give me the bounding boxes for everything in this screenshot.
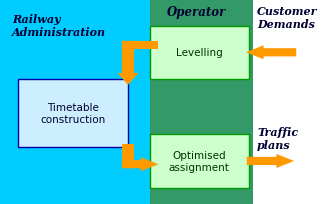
FancyBboxPatch shape: [18, 80, 128, 147]
Text: Traffic
plans: Traffic plans: [257, 126, 298, 150]
Text: Timetable
construction: Timetable construction: [41, 102, 106, 124]
Text: Railway
Administration: Railway Administration: [12, 14, 106, 38]
Bar: [122, 42, 158, 50]
FancyArrow shape: [122, 157, 158, 171]
Text: Optimised
assignment: Optimised assignment: [169, 150, 230, 172]
Text: Customer
Demands: Customer Demands: [257, 6, 318, 30]
FancyBboxPatch shape: [150, 135, 249, 188]
Text: Levelling: Levelling: [176, 48, 223, 58]
FancyBboxPatch shape: [150, 27, 249, 80]
Bar: [122, 144, 134, 168]
Bar: [150, 0, 254, 204]
FancyArrow shape: [246, 46, 296, 60]
Text: Operator: Operator: [167, 6, 226, 19]
FancyArrow shape: [247, 154, 294, 168]
Bar: [0, 0, 182, 204]
Bar: [254, 0, 305, 204]
FancyArrow shape: [118, 42, 138, 85]
